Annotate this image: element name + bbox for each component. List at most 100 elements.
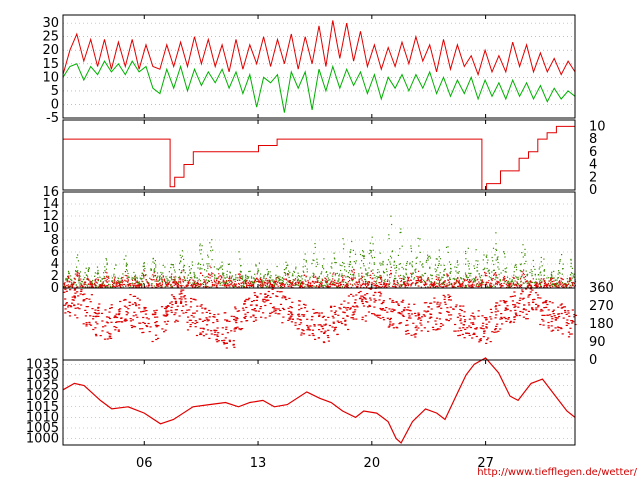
wind-mean-point <box>229 278 231 280</box>
wind-mean-point <box>362 283 364 285</box>
wind-mean-point <box>226 286 228 288</box>
wind-mean-point <box>171 285 173 287</box>
wind-mean-point <box>167 283 169 286</box>
wind-mean-point <box>508 285 510 287</box>
wind-gust-point <box>352 249 354 251</box>
wind-gust-point <box>373 262 375 264</box>
wind-direction-point <box>256 296 259 298</box>
wind-mean-point <box>503 282 505 284</box>
wind-direction-point <box>212 316 215 318</box>
wind-mean-point <box>152 276 155 278</box>
wind-mean-point <box>408 283 410 285</box>
wind-direction-point <box>274 312 277 314</box>
wind-gust-point <box>162 272 164 274</box>
wind-mean-point <box>78 274 80 277</box>
pressure-tick-label: 1015 <box>26 400 59 415</box>
wind-direction-point <box>64 308 67 310</box>
wind-mean-point <box>106 275 108 277</box>
wind-direction-point <box>250 304 253 306</box>
wind-gust-point <box>181 286 183 288</box>
wind-gust-point <box>348 263 350 265</box>
wind-direction-point <box>171 304 174 306</box>
wind-mean-point <box>223 281 225 283</box>
wind-mean-point <box>219 275 221 277</box>
wind-mean-point <box>160 285 163 287</box>
wind-direction-point <box>330 305 333 307</box>
wind-mean-point <box>360 278 362 280</box>
wind-mean-point <box>338 285 340 287</box>
wind-mean-point <box>349 279 351 282</box>
wind-gust-point <box>226 270 228 272</box>
wind-direction-point <box>311 315 314 318</box>
wind-direction-point <box>391 301 394 303</box>
wind-direction-point <box>83 293 86 295</box>
wind-mean-point <box>464 284 466 286</box>
wind-mean-point <box>288 280 290 283</box>
wind-direction-point <box>427 321 430 323</box>
wind-direction-point <box>225 347 228 349</box>
wind-gust-point <box>142 265 144 267</box>
wind-gust-point <box>572 283 574 285</box>
wind-direction-point <box>559 304 562 306</box>
wind-direction-point <box>194 322 197 325</box>
wind-gust-point <box>363 276 365 278</box>
wind-mean-point <box>559 283 561 285</box>
wind-direction-point <box>482 322 485 324</box>
wind-mean-point <box>115 282 118 284</box>
wind-mean-point <box>290 284 292 286</box>
wind-gust-point <box>118 281 121 283</box>
wind-gust-point <box>438 263 440 265</box>
wind-mean-point <box>284 274 287 276</box>
wind-mean-point <box>501 283 503 285</box>
wind-gust-point <box>180 261 182 263</box>
wind-tick-label: 10 <box>42 221 59 236</box>
wind-mean-point <box>147 286 149 288</box>
wind-gust-point <box>243 279 245 282</box>
wind-gust-point <box>493 263 495 266</box>
wind-mean-point <box>180 279 182 281</box>
wind-gust-point <box>301 275 303 277</box>
wind-gust-point <box>480 279 482 281</box>
wind-direction-point <box>557 313 560 315</box>
wind-gust-point <box>130 286 132 288</box>
wind-mean-point <box>530 285 532 287</box>
wind-gust-point <box>429 257 431 259</box>
wind-gust-point <box>449 278 451 280</box>
wind-gust-point <box>455 281 457 283</box>
wind-tick-label: 14 <box>42 197 59 212</box>
wind-mean-point <box>410 279 412 281</box>
wind-mean-point <box>191 283 193 286</box>
wind-gust-point <box>428 278 430 281</box>
wind-gust-point <box>362 263 365 265</box>
wind-mean-point <box>351 269 353 272</box>
wind-gust-point <box>86 284 88 286</box>
wind-direction-point <box>539 310 542 312</box>
wind-gust-point <box>556 282 558 285</box>
wind-gust-point <box>193 271 195 274</box>
wind-direction-point <box>543 307 546 309</box>
wind-direction-point <box>454 306 457 308</box>
wind-mean-point <box>478 285 481 287</box>
wind-gust-point <box>486 254 488 256</box>
wind-mean-point <box>121 280 123 282</box>
wind-mean-point <box>287 280 289 282</box>
wind-gust-point <box>223 275 225 277</box>
wind-mean-point <box>275 283 277 285</box>
wind-gust-point <box>323 268 325 270</box>
pressure-tick-label: 1030 <box>26 368 59 383</box>
wind-direction-point <box>192 312 195 314</box>
credit-link[interactable]: http://www.tiefflegen.de/wetter/ <box>477 467 637 478</box>
wind-mean-point <box>266 280 268 282</box>
wind-direction-point <box>97 307 100 309</box>
wind-direction-point <box>537 306 540 308</box>
wind-gust-point <box>150 269 152 271</box>
wind-direction-point <box>121 321 124 323</box>
wind-gust-point <box>444 268 446 270</box>
wind-mean-point <box>273 285 275 287</box>
wind-mean-point <box>205 283 207 285</box>
wind-gust-point <box>243 280 245 282</box>
wind-gust-point <box>298 275 301 277</box>
wind-mean-point <box>208 273 210 275</box>
wind-gust-point <box>570 279 573 281</box>
wind-mean-point <box>457 277 459 280</box>
